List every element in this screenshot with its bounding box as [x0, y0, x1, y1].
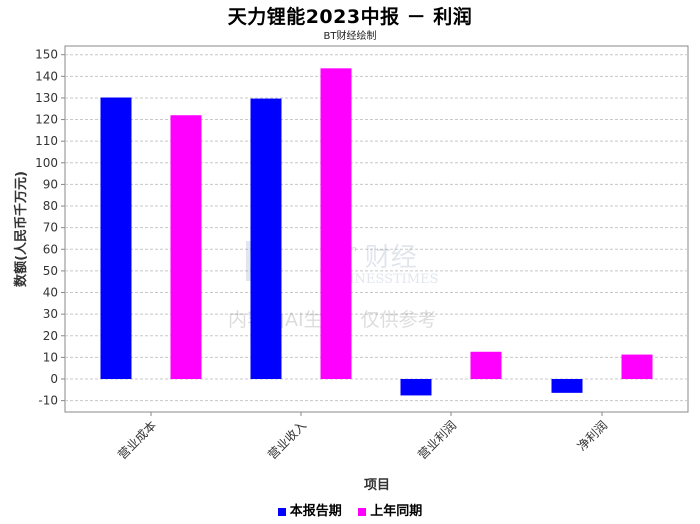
chart-title: 天力锂能2023中报 － 利润 — [227, 6, 473, 28]
y-tick-label: 90 — [43, 177, 58, 191]
bar-current-3 — [551, 379, 583, 393]
y-tick-label: 70 — [43, 221, 58, 235]
bar-prior-2 — [470, 351, 502, 379]
y-tick-label: 0 — [50, 372, 58, 386]
y-axis-ticks: -10 0 10 20 30 40 50 60 70 80 90 100 110 120 130 140 150 — [35, 48, 65, 408]
bar-prior-1 — [320, 68, 352, 379]
chart-subtitle: BT财经绘制 — [323, 31, 377, 42]
y-tick-label: 40 — [43, 286, 58, 300]
y-tick-label: 60 — [43, 242, 58, 256]
y-tick-label: 110 — [35, 134, 58, 148]
y-tick-label: 50 — [43, 264, 58, 278]
legend-item-current: 本报告期 — [277, 500, 342, 519]
bar-series — [100, 68, 653, 396]
y-tick-label: 130 — [35, 91, 58, 105]
bar-prior-0 — [170, 115, 202, 380]
y-tick-label: -10 — [38, 394, 58, 408]
y-tick-label: 30 — [43, 307, 58, 321]
y-tick-label: 150 — [35, 48, 58, 62]
legend-swatch-current — [277, 507, 286, 516]
y-tick-label: 10 — [43, 350, 58, 364]
bar-prior-3 — [621, 354, 653, 379]
bar-current-1 — [250, 98, 282, 380]
x-category-label: 营业成本 — [115, 418, 159, 462]
x-axis-categories: 营业成本 营业收入 营业利润 净利润 — [115, 412, 610, 462]
y-tick-label: 120 — [35, 113, 58, 127]
x-category-label: 净利润 — [575, 418, 610, 453]
gridlines — [65, 54, 688, 402]
bar-current-0 — [100, 97, 132, 379]
y-tick-label: 80 — [43, 199, 58, 213]
legend: 本报告期 上年同期 — [0, 500, 700, 519]
legend-label-current: 本报告期 — [289, 504, 342, 519]
legend-item-prior: 上年同期 — [358, 500, 422, 519]
x-axis-label: 项目 — [364, 478, 390, 493]
legend-label-prior: 上年同期 — [370, 504, 423, 519]
y-tick-label: 100 — [35, 156, 58, 170]
bar-current-2 — [400, 379, 432, 396]
y-tick-label: 140 — [35, 69, 58, 83]
y-tick-label: 20 — [43, 329, 58, 343]
y-axis-label: 数额(人民币千万元) — [13, 171, 29, 287]
x-category-label: 营业利润 — [415, 418, 459, 462]
legend-swatch-prior — [358, 507, 367, 516]
x-category-label: 营业收入 — [265, 418, 309, 462]
plot-area — [64, 45, 689, 413]
